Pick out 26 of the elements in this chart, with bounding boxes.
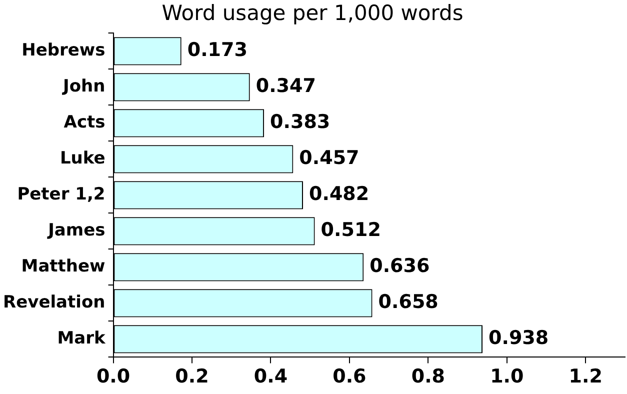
x-tick-label: 0.8 xyxy=(411,366,446,388)
y-tick-label: Mark xyxy=(57,328,106,349)
x-tick-label: 0.2 xyxy=(175,366,209,388)
y-tick-label: Acts xyxy=(64,112,106,133)
chart-title: Word usage per 1,000 words xyxy=(162,1,464,26)
y-tick-label: James xyxy=(47,220,106,241)
y-tick-label: Peter 1,2 xyxy=(17,184,106,205)
data-label: 0.173 xyxy=(187,39,248,62)
y-tick-label: John xyxy=(62,76,106,97)
y-tick-label: Matthew xyxy=(21,256,106,277)
data-label: 0.482 xyxy=(309,183,370,206)
x-tick-label: 0.6 xyxy=(332,366,366,388)
x-tick-label: 1.2 xyxy=(568,366,602,388)
data-label: 0.658 xyxy=(378,291,438,314)
y-tick-label: Revelation xyxy=(3,292,106,313)
data-label: 0.347 xyxy=(256,75,316,98)
data-label: 0.383 xyxy=(270,111,330,134)
x-tick-label: 0.0 xyxy=(96,366,130,388)
data-label: 0.636 xyxy=(370,255,430,278)
x-tick-label: 1.0 xyxy=(490,366,524,388)
y-tick-label: Hebrews xyxy=(22,40,106,61)
data-label: 0.512 xyxy=(320,219,381,242)
data-label: 0.938 xyxy=(488,327,549,350)
y-tick-label: Luke xyxy=(60,148,106,169)
data-label: 0.457 xyxy=(299,147,360,170)
x-tick-label: 0.4 xyxy=(254,366,288,388)
